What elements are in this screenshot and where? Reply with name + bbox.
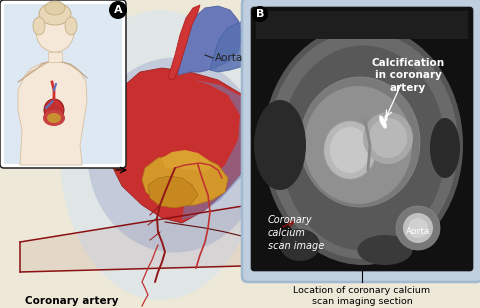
Text: Coronary
calcium
scan image: Coronary calcium scan image [268, 215, 324, 251]
Polygon shape [148, 176, 198, 208]
Text: Location of coronary calcium
scan imaging section: Location of coronary calcium scan imagin… [293, 286, 431, 306]
Ellipse shape [379, 116, 387, 128]
Ellipse shape [430, 118, 460, 178]
Polygon shape [162, 150, 212, 172]
Polygon shape [110, 68, 258, 223]
Circle shape [252, 6, 268, 22]
Polygon shape [142, 154, 228, 206]
Text: Coronary artery
with calcification: Coronary artery with calcification [22, 296, 122, 308]
Ellipse shape [280, 46, 445, 250]
Ellipse shape [254, 100, 306, 190]
Ellipse shape [363, 112, 413, 164]
Circle shape [403, 213, 433, 243]
Circle shape [396, 206, 440, 250]
Text: Calcification
in coronary
artery: Calcification in coronary artery [372, 58, 444, 93]
Polygon shape [182, 80, 258, 220]
Polygon shape [48, 52, 62, 62]
Ellipse shape [87, 58, 263, 253]
Ellipse shape [384, 115, 387, 121]
Bar [256, 11, 468, 39]
FancyBboxPatch shape [242, 0, 480, 282]
Ellipse shape [36, 12, 74, 52]
Ellipse shape [60, 10, 260, 300]
Circle shape [109, 1, 127, 19]
Polygon shape [20, 200, 280, 272]
Circle shape [408, 218, 428, 238]
Ellipse shape [33, 17, 45, 35]
Text: Aorta: Aorta [215, 53, 243, 63]
Ellipse shape [324, 121, 376, 179]
Text: B: B [256, 9, 264, 19]
Ellipse shape [358, 235, 412, 265]
Ellipse shape [369, 118, 407, 158]
Ellipse shape [44, 99, 64, 121]
Ellipse shape [47, 113, 61, 123]
Ellipse shape [45, 1, 65, 15]
FancyBboxPatch shape [4, 4, 122, 164]
Ellipse shape [304, 86, 412, 204]
Text: Aorta: Aorta [406, 228, 430, 237]
Ellipse shape [43, 110, 65, 126]
Ellipse shape [268, 31, 458, 259]
Polygon shape [168, 5, 200, 80]
Ellipse shape [280, 229, 320, 261]
Text: A: A [114, 5, 122, 15]
FancyBboxPatch shape [0, 0, 126, 168]
Polygon shape [210, 22, 262, 72]
Polygon shape [18, 62, 87, 165]
Ellipse shape [263, 25, 463, 265]
Polygon shape [178, 6, 242, 75]
Ellipse shape [330, 127, 370, 173]
Ellipse shape [65, 17, 77, 35]
FancyBboxPatch shape [251, 7, 473, 271]
Ellipse shape [39, 3, 71, 25]
Ellipse shape [300, 77, 420, 207]
